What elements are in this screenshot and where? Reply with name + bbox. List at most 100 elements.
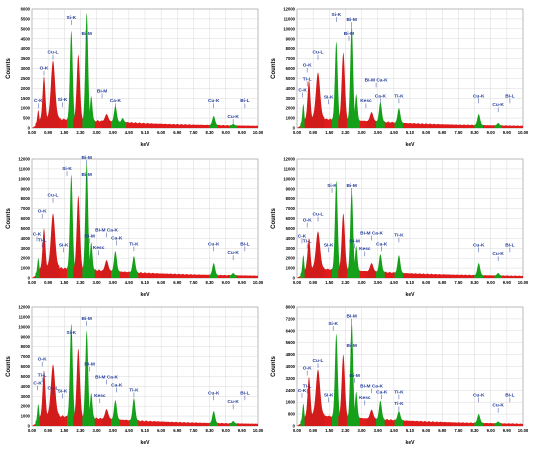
peak-label: Cu-K bbox=[492, 251, 504, 257]
spectrum-peak bbox=[39, 76, 49, 128]
spectrum-svg: 0 1000 2000 3000 4000 5000 6000 7000 8000 9000 100… bbox=[6, 305, 264, 447]
x-tick-label: 0.00 bbox=[28, 280, 37, 285]
peak-label: Si-K bbox=[67, 330, 77, 336]
y-tick-label: 11000 bbox=[284, 166, 296, 171]
spectrum-peak bbox=[366, 263, 377, 278]
peak-label: Cu-K bbox=[473, 242, 485, 248]
spectrum-peak bbox=[311, 231, 325, 278]
peak-label: Ca-K bbox=[111, 382, 123, 388]
x-tick-label: 5.10 bbox=[406, 428, 415, 433]
y-tick-label: 6000 bbox=[21, 364, 31, 369]
x-tick-label: 3.90 bbox=[374, 280, 383, 285]
spectrum-svg: 0 800 1600 2400 3200 4000 4800 5600 6400 7200 8000… bbox=[271, 305, 529, 447]
x-tick-label: 6.90 bbox=[173, 130, 182, 135]
y-tick-label: 11000 bbox=[19, 166, 31, 171]
x-tick-label: 3.00 bbox=[357, 280, 366, 285]
peak-label: Cu-L bbox=[48, 50, 59, 56]
x-tick-label: 9.90 bbox=[238, 280, 247, 285]
peak-label: Si-K bbox=[332, 12, 342, 18]
peak-label: Bi-L bbox=[505, 93, 514, 99]
x-tick-label: 4.50 bbox=[390, 130, 399, 135]
spectrum-peak bbox=[394, 255, 404, 278]
x-tick-label: 0.90 bbox=[309, 428, 318, 433]
peak-label: Bi-L bbox=[240, 390, 249, 396]
spectrum-peak bbox=[376, 102, 385, 128]
peak-label: Cu-L bbox=[313, 50, 324, 56]
y-tick-label: 11000 bbox=[284, 16, 296, 21]
spectrum-peak bbox=[111, 400, 120, 426]
y-tick-label: 4500 bbox=[21, 36, 31, 41]
spectrum-peak bbox=[311, 369, 325, 426]
spectrum-peak bbox=[331, 41, 341, 128]
peak-label: Cu-K bbox=[208, 241, 220, 247]
spectrum-peak bbox=[352, 94, 360, 128]
x-tick-label: 0.00 bbox=[293, 130, 302, 135]
x-tick-label: 0.90 bbox=[309, 280, 318, 285]
x-tick-label: 6.90 bbox=[173, 428, 182, 433]
y-tick-label: 4000 bbox=[21, 46, 31, 51]
x-tick-label: 8.30 bbox=[470, 428, 479, 433]
peak-label: Bi-M bbox=[97, 88, 107, 94]
spectrum-peak bbox=[39, 228, 49, 278]
peak-label: Si-K bbox=[324, 392, 334, 398]
y-tick-label: 7000 bbox=[21, 206, 31, 211]
x-tick-label: 6.90 bbox=[438, 428, 447, 433]
x-tick-label: 0.00 bbox=[293, 280, 302, 285]
x-tick-label: 2.30 bbox=[341, 130, 350, 135]
peak-label: Bi-L bbox=[505, 242, 514, 248]
x-tick-label: 3.90 bbox=[109, 428, 118, 433]
spectrum-peak bbox=[82, 330, 92, 426]
spectrum-peak bbox=[119, 118, 127, 128]
y-axis-label: Counts bbox=[6, 356, 12, 377]
peak-label: Ti-K bbox=[394, 232, 404, 238]
x-tick-label: 6.00 bbox=[422, 130, 431, 135]
spectrum-peak bbox=[474, 263, 484, 278]
x-tick-label: 4.50 bbox=[390, 428, 399, 433]
x-tick-label: 9.90 bbox=[238, 428, 247, 433]
x-tick-label: 3.90 bbox=[374, 130, 383, 135]
x-tick-label: 10.00 bbox=[518, 130, 529, 135]
y-tick-label: 1000 bbox=[286, 116, 296, 121]
spectrum-peak bbox=[347, 321, 357, 426]
spectrum-peak bbox=[394, 108, 404, 128]
x-tick-label: 3.00 bbox=[92, 130, 101, 135]
peak-label: Cu-K bbox=[208, 390, 220, 396]
peak-label: Bi-L bbox=[240, 241, 249, 247]
spectrum-peak bbox=[347, 25, 357, 128]
spectrum-peak bbox=[101, 409, 112, 426]
x-axis-label: keV bbox=[141, 142, 151, 148]
peak-label: Cu-K bbox=[227, 250, 239, 256]
x-axis-label: keV bbox=[406, 440, 416, 446]
x-tick-label: 5.10 bbox=[406, 280, 415, 285]
spectrum-peak bbox=[66, 30, 76, 128]
spectrum-peak bbox=[46, 213, 60, 278]
y-tick-label: 9000 bbox=[21, 186, 31, 191]
y-tick-label: 2000 bbox=[286, 106, 296, 111]
peak-label: O-K bbox=[303, 63, 312, 69]
y-tick-label: 7000 bbox=[21, 354, 31, 359]
y-tick-label: 1600 bbox=[286, 400, 296, 405]
x-tick-label: 7.50 bbox=[189, 428, 198, 433]
y-tick-label: 10000 bbox=[18, 324, 30, 329]
y-tick-label: 5000 bbox=[21, 226, 31, 231]
spectrum-svg: 0 1000 2000 3000 4000 5000 6000 7000 8000 9000 100… bbox=[6, 155, 264, 298]
spectrum-svg: 0 1000 2000 3000 4000 5000 6000 7000 8000 9000 100… bbox=[271, 7, 529, 149]
peak-label: O-K bbox=[38, 209, 47, 215]
spectrum-peak bbox=[101, 260, 112, 278]
eds-spectrum-chart: 0 500 1000 1500 2000 2500 3000 3500 4000 4500 5000… bbox=[2, 2, 264, 150]
peak-label: Bi-M bbox=[349, 238, 359, 244]
x-tick-label: 2.30 bbox=[76, 130, 85, 135]
peak-label: Ti-K bbox=[394, 401, 404, 407]
y-tick-label: 0 bbox=[293, 424, 296, 429]
y-tick-label: 12000 bbox=[283, 157, 295, 162]
peak-label: Cu-K bbox=[492, 403, 504, 409]
y-tick-label: 9000 bbox=[286, 36, 296, 41]
x-tick-label: 7.50 bbox=[454, 280, 463, 285]
spectrum-peak bbox=[87, 393, 95, 426]
peak-label: Bi-M bbox=[346, 313, 356, 319]
x-tick-label: 4.50 bbox=[125, 130, 134, 135]
y-tick-label: 7000 bbox=[286, 56, 296, 61]
peak-label: Si-K bbox=[328, 321, 338, 327]
x-tick-label: 6.00 bbox=[422, 428, 431, 433]
spectrum-peak bbox=[352, 246, 360, 278]
